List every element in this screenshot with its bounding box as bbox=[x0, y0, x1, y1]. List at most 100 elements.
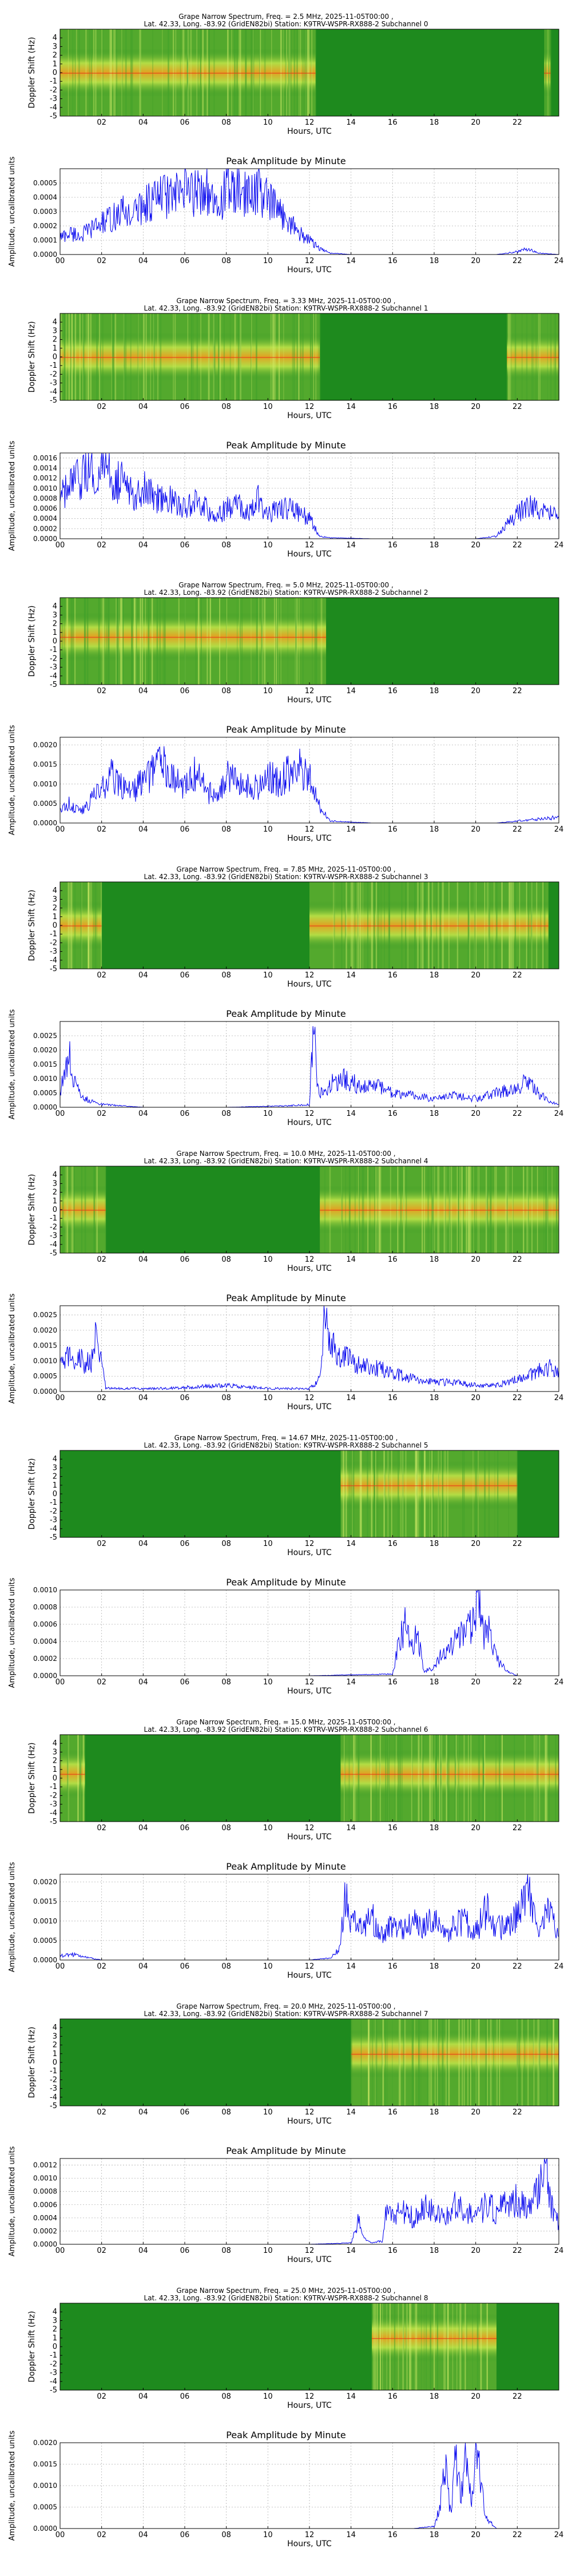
x-tick-label: 18 bbox=[430, 118, 439, 127]
x-tick-label: 10 bbox=[263, 971, 273, 980]
spectral-streak bbox=[239, 598, 241, 685]
spectrogram-subtitle: Lat. 42.33, Long. -83.92 (GridEN82bi) St… bbox=[144, 873, 428, 881]
spectral-streak bbox=[162, 598, 165, 685]
x-tick-label: 04 bbox=[138, 257, 148, 265]
spectral-streak bbox=[160, 313, 162, 400]
x-tick-label: 22 bbox=[513, 1824, 522, 1832]
y-tick-label: -2 bbox=[50, 2076, 57, 2084]
spectral-streak bbox=[359, 1450, 362, 1537]
spectral-streak bbox=[273, 598, 276, 685]
spectral-streak bbox=[464, 2303, 466, 2390]
spectral-streak bbox=[446, 1735, 448, 1822]
y-tick-label: 3 bbox=[53, 1748, 57, 1756]
spectral-streak bbox=[451, 1166, 452, 1253]
x-tick-label: 18 bbox=[430, 825, 439, 834]
spectral-streak bbox=[432, 1450, 434, 1537]
spectral-streak bbox=[351, 2019, 352, 2106]
spectral-streak bbox=[456, 1166, 458, 1253]
x-tick-label: 08 bbox=[221, 2247, 231, 2255]
x-tick-label: 18 bbox=[430, 971, 439, 980]
spectral-streak bbox=[288, 29, 290, 116]
spectral-streak bbox=[371, 2019, 374, 2106]
spectral-streak bbox=[261, 598, 263, 685]
amplitude-frame bbox=[59, 2158, 559, 2245]
spectral-streak bbox=[74, 598, 76, 685]
spectral-streak bbox=[496, 2019, 498, 2106]
spectral-streak bbox=[300, 29, 301, 116]
spectral-streak bbox=[488, 882, 490, 969]
spectral-streak bbox=[343, 1450, 345, 1537]
spectral-streak bbox=[77, 1735, 79, 1822]
spectral-streak bbox=[74, 882, 76, 969]
spectral-streak bbox=[456, 882, 459, 969]
spectral-streak bbox=[144, 313, 145, 400]
spectral-streak bbox=[136, 598, 137, 685]
signal-band bbox=[60, 1186, 106, 1234]
spectrogram-title: Grape Narrow Spectrum, Freq. = 15.0 MHz,… bbox=[176, 1718, 395, 1726]
spectral-streak bbox=[372, 882, 374, 969]
x-tick-label: 20 bbox=[471, 825, 480, 834]
spectral-streak bbox=[443, 2303, 444, 2390]
x-tick-label: 06 bbox=[180, 2392, 190, 2401]
spectral-streak bbox=[367, 882, 368, 969]
spectral-streak bbox=[70, 313, 72, 400]
spectral-streak bbox=[508, 1450, 509, 1537]
x-tick-label: 22 bbox=[513, 403, 522, 411]
spectral-streak bbox=[208, 313, 210, 400]
spectral-streak bbox=[389, 2303, 391, 2390]
x-tick-label: 20 bbox=[471, 1824, 480, 1832]
y-tick-label: -1 bbox=[50, 1783, 57, 1791]
spectral-streak bbox=[476, 2303, 479, 2390]
signal-band bbox=[372, 2313, 496, 2362]
y-tick-label: -2 bbox=[50, 2360, 57, 2368]
spectral-streak bbox=[137, 313, 139, 400]
spectral-streak bbox=[539, 313, 541, 400]
y-tick-label: -5 bbox=[50, 1533, 57, 1542]
y-tick-label: 1 bbox=[53, 1197, 57, 1206]
spectrogram-6: Grape Narrow Spectrum, Freq. = 15.0 MHz,… bbox=[27, 1718, 559, 1842]
y-tick-label: 0.0016 bbox=[33, 454, 57, 462]
x-tick-label: 12 bbox=[305, 1110, 315, 1118]
x-tick-label: 04 bbox=[138, 541, 148, 550]
spectral-streak bbox=[318, 313, 319, 400]
spectral-streak bbox=[116, 598, 118, 685]
y-axis-label: Amplitude, uncalibrated units bbox=[8, 2146, 17, 2256]
spectral-streak bbox=[546, 2019, 548, 2106]
spectral-streak bbox=[419, 1735, 420, 1822]
x-tick-label: 02 bbox=[97, 1394, 106, 1402]
y-tick-label: -4 bbox=[50, 1809, 57, 1818]
spectral-streak bbox=[111, 29, 112, 116]
x-tick-label: 10 bbox=[263, 1540, 273, 1548]
spectral-streak bbox=[73, 1166, 75, 1253]
spectral-streak bbox=[296, 29, 298, 116]
spectral-streak bbox=[90, 313, 92, 400]
spectral-streak bbox=[206, 598, 208, 685]
x-tick-label: 12 bbox=[305, 2392, 315, 2401]
y-tick-label: 2 bbox=[53, 2325, 57, 2334]
y-tick-label: 0.0012 bbox=[33, 2161, 57, 2169]
spectral-streak bbox=[250, 29, 252, 116]
spectral-streak bbox=[73, 313, 75, 400]
spectral-streak bbox=[156, 598, 158, 685]
y-tick-label: 1 bbox=[53, 629, 57, 637]
spectral-streak bbox=[374, 2303, 375, 2390]
spectral-streak bbox=[354, 882, 356, 969]
x-tick-label: 04 bbox=[138, 687, 148, 695]
spectral-streak bbox=[439, 882, 442, 969]
spectral-streak bbox=[239, 598, 240, 685]
y-tick-label: 4 bbox=[53, 2024, 57, 2032]
spectral-streak bbox=[434, 1166, 435, 1253]
spectral-streak bbox=[241, 598, 243, 685]
spectral-streak bbox=[375, 1450, 376, 1537]
spectral-streak bbox=[303, 313, 304, 400]
spectral-streak bbox=[66, 598, 68, 685]
y-tick-label: 0.0003 bbox=[33, 208, 57, 216]
spectral-streak bbox=[200, 313, 201, 400]
spectral-streak bbox=[406, 2303, 408, 2390]
spectral-streak bbox=[307, 29, 309, 116]
x-tick-label: 06 bbox=[180, 118, 190, 127]
spectral-streak bbox=[547, 313, 548, 400]
x-tick-label: 14 bbox=[346, 118, 356, 127]
y-tick-label: 1 bbox=[53, 2050, 57, 2058]
spectral-streak bbox=[535, 313, 537, 400]
